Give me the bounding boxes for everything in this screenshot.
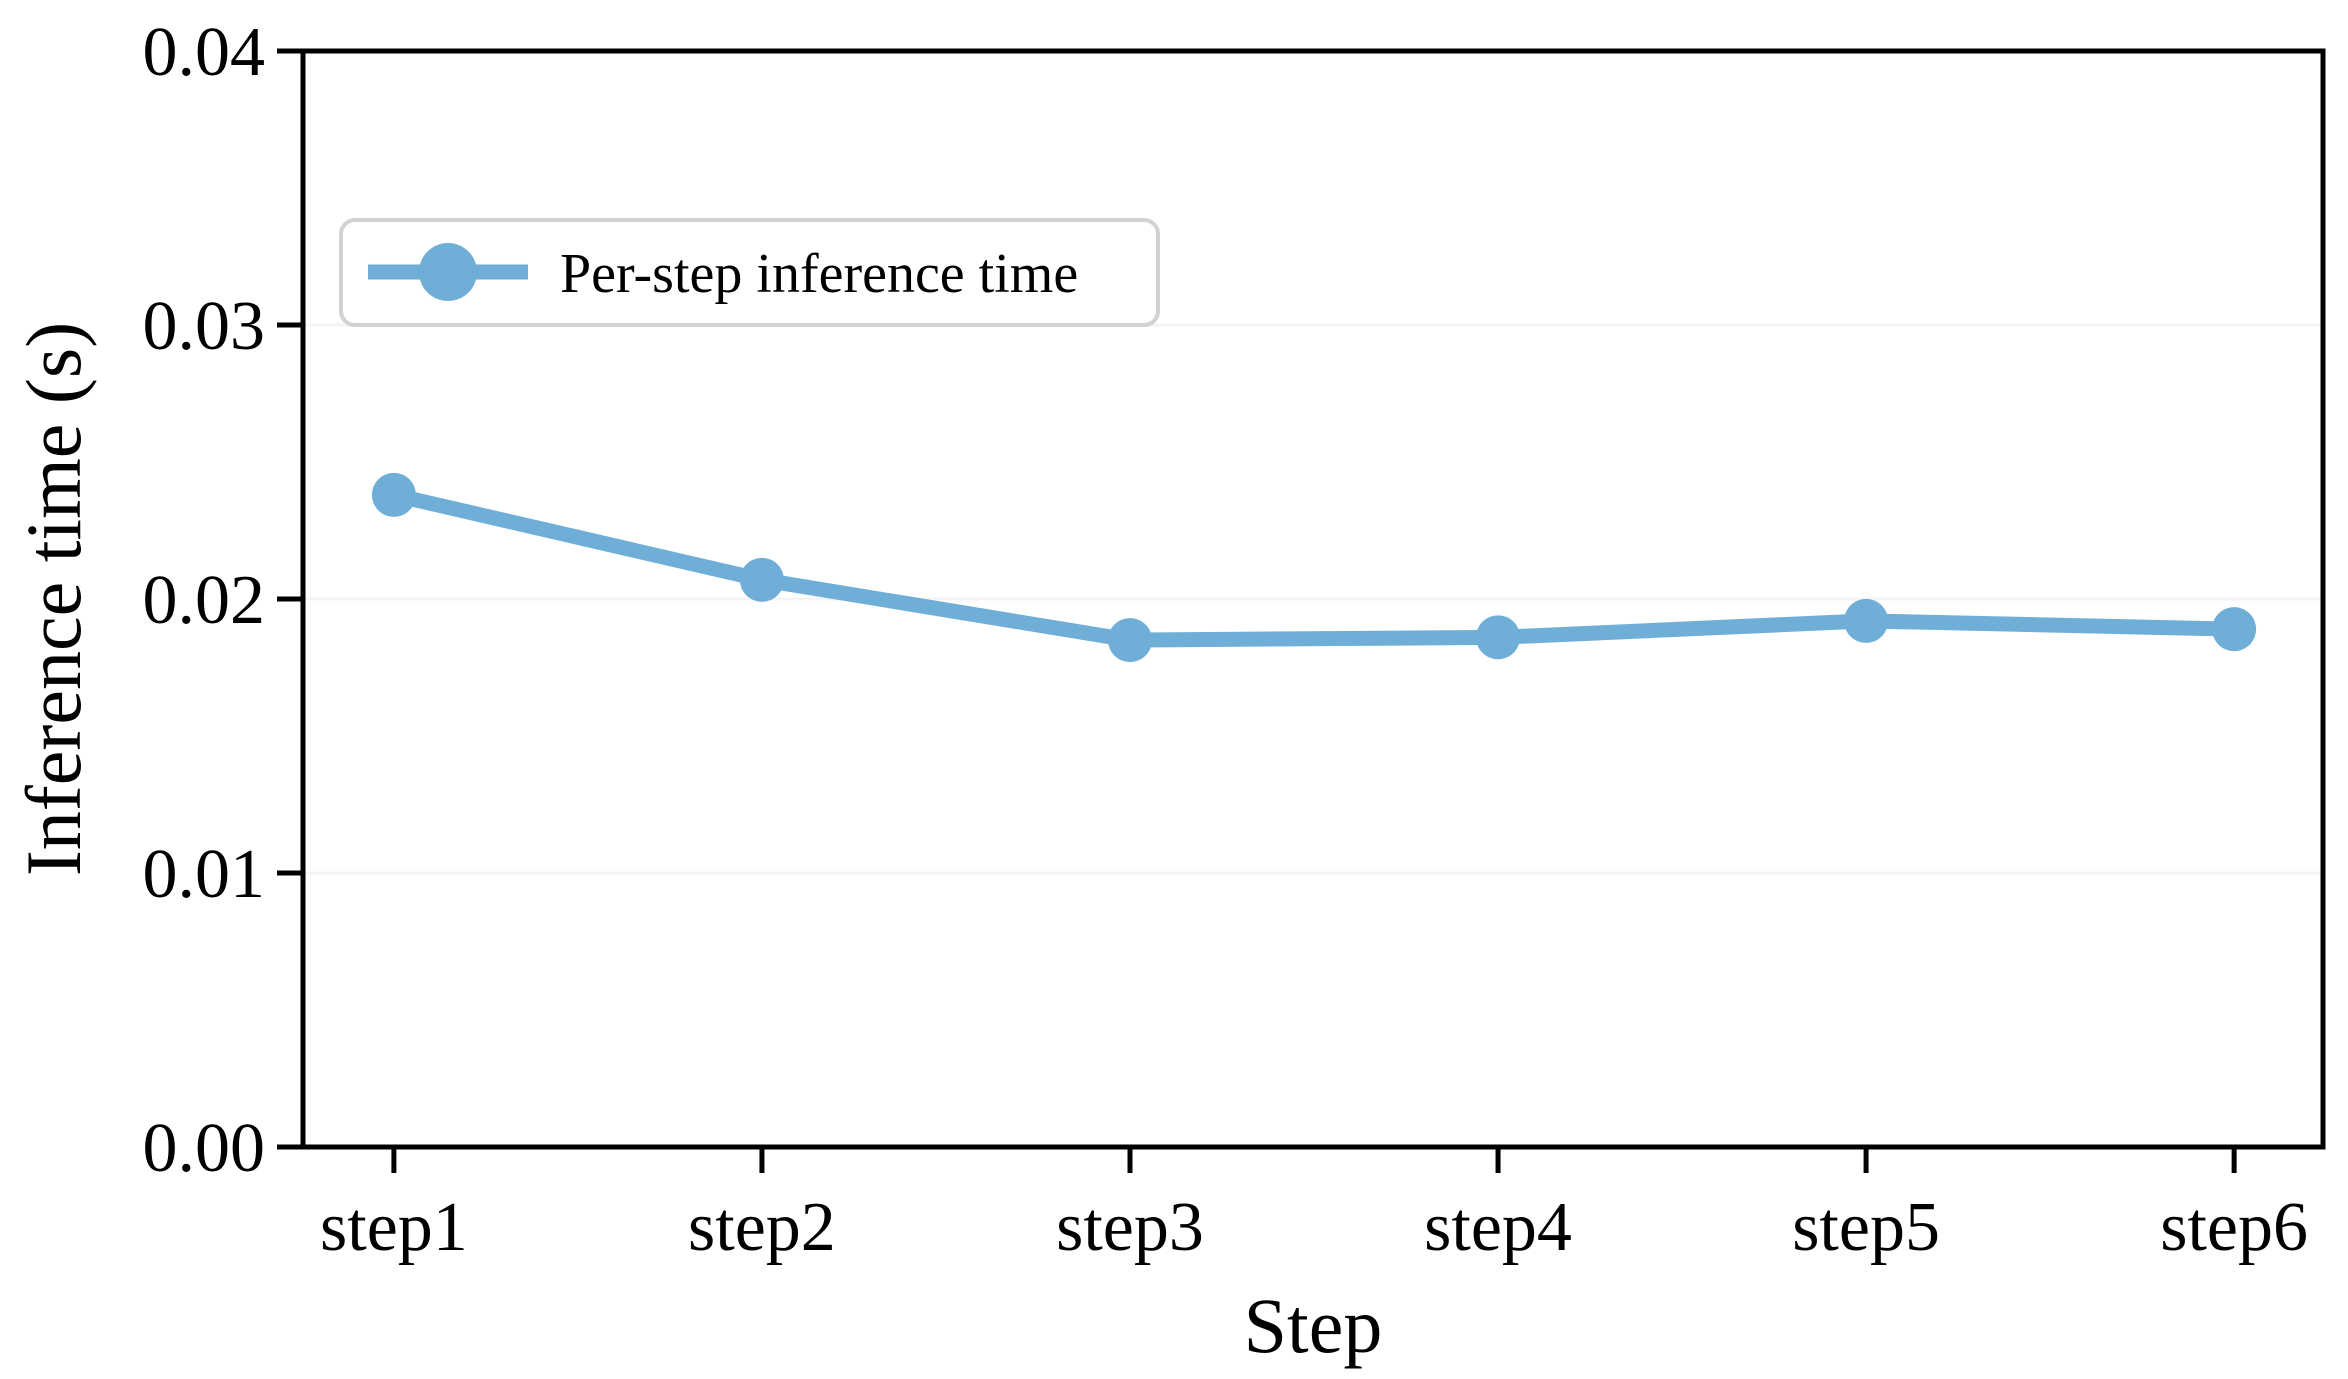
y-tick-label: 0.00: [143, 1110, 266, 1187]
legend-entry-label: Per-step inference time: [560, 243, 1078, 305]
legend: Per-step inference time: [339, 218, 1160, 327]
x-axis-title: Step: [1244, 1282, 1383, 1369]
legend-box: [339, 218, 1160, 327]
gridlines: [303, 323, 2323, 875]
x-tick-label: step4: [1424, 1189, 1572, 1266]
data-point-marker: [371, 472, 416, 517]
data-point-marker: [1476, 615, 1521, 660]
x-tick-label: step6: [2160, 1189, 2308, 1266]
data-point-marker: [739, 557, 784, 602]
x-tick-label: step5: [1792, 1189, 1940, 1266]
data-point-marker: [2212, 607, 2257, 652]
series-line: [386, 487, 2242, 648]
x-tick-label: step3: [1056, 1189, 1204, 1266]
x-axis-ticks: step1 step2 step3 step4 step5 step6: [320, 1147, 2308, 1266]
y-axis-title: Inference time (s): [10, 322, 97, 876]
data-series: [371, 472, 2257, 663]
y-tick-label: 0.03: [143, 288, 266, 365]
legend-marker-icon: [419, 243, 477, 301]
x-tick-label: step1: [320, 1189, 468, 1266]
y-axis-ticks: 0.00 0.01 0.02 0.03 0.04: [143, 14, 303, 1187]
x-tick-label: step2: [688, 1189, 836, 1266]
y-tick-label: 0.01: [143, 836, 266, 913]
data-point-marker: [1844, 598, 1889, 643]
y-tick-label: 0.02: [143, 562, 266, 639]
y-tick-label: 0.04: [143, 14, 266, 91]
data-point-marker: [1107, 618, 1152, 663]
